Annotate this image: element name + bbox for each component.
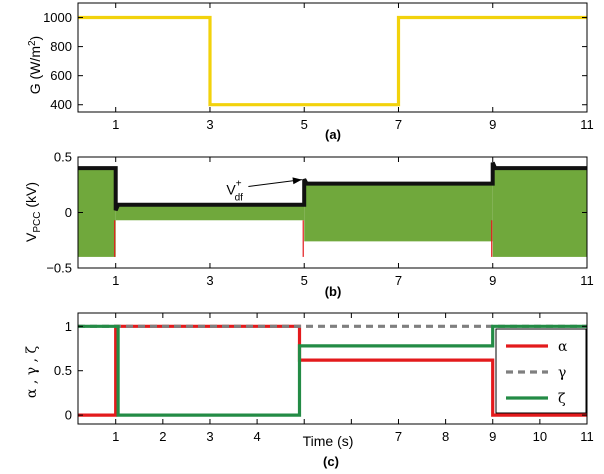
panel-c-legend: αγζ [495,328,587,414]
x-tick-label: 5 [301,273,308,288]
panel-c-series [78,324,587,417]
y-tick-label: 600 [50,68,72,83]
y-tick-label: 0.5 [54,363,72,378]
panel-c-ticks: 1 2 3 4 7 8 9 10 11 0 0.5 1 [54,313,594,444]
panel-b-ylabel: VPCC (kV) [23,182,43,242]
annotation-arrowhead [292,177,302,185]
x-tick-label: 2 [159,429,166,444]
y-tick-label: 800 [50,39,72,54]
x-tick-label: 7 [395,429,402,444]
y-tick-label: 400 [50,97,72,112]
x-tick-label: 7 [395,117,402,132]
series-line-trace-0 [78,15,587,107]
x-tick-label: 9 [489,117,496,132]
x-tick-label: 11 [580,273,594,288]
x-tick-label: 4 [253,429,260,444]
voltage-band-segment [492,168,587,257]
x-tick-label: 10 [533,429,547,444]
panel-b-series [78,161,587,212]
y-tick-label: 0 [65,408,72,423]
panel-c-ylabel: α , γ , ζ [24,346,40,399]
x-tick-label: 1 [112,429,119,444]
x-tick-label: 8 [442,429,449,444]
panel-a-axes-frame [77,2,588,113]
panel-c-axes-frame [77,312,588,425]
panel-b-annotation: V+ df [226,177,302,204]
panel-c-xlabel: Time (s) [303,433,354,449]
x-tick-label: 7 [395,273,402,288]
panel-b-ticks: 1 3 5 7 9 11 −0.5 0 0.5 [46,150,593,289]
x-tick-label: 3 [206,273,213,288]
y-tick-label: 1 [65,319,72,334]
legend-label: ζ [558,391,566,407]
annotation-label: V+ df [226,179,243,204]
x-tick-label: 11 [580,117,594,132]
panel-b-caption: (b) [325,284,342,299]
legend-label: α [558,339,568,355]
x-tick-label: 9 [489,429,496,444]
y-tick-label: 1000 [43,10,72,25]
y-tick-label: −0.5 [46,261,72,276]
x-tick-label: 3 [206,429,213,444]
y-tick-label: 0 [65,205,72,220]
series-line-α [78,324,587,417]
x-tick-label: 1 [112,117,119,132]
x-tick-label: 1 [112,273,119,288]
x-tick-label: 3 [206,117,213,132]
panel-a-ticks: 1 3 5 7 9 11 400 600 800 1000 [43,3,594,132]
x-tick-label: 5 [301,117,308,132]
y-tick-label: 0.5 [54,150,72,165]
panel-a-ylabel: G (W/m2) [27,36,43,94]
voltage-band-segment [115,204,305,221]
panel-b: 1 3 5 7 9 11 −0.5 0 0.5 VPCC (kV) V+ df (b) [23,150,594,300]
series-line-ζ [78,324,587,417]
panel-a-caption: (a) [325,127,341,142]
panel-a: 1 3 5 7 9 11 400 600 800 1000 G (W/m2) (a) [27,2,594,142]
voltage-band-segment [304,183,493,242]
panel-a-series [78,15,587,107]
legend-label: γ [558,365,566,381]
series-line-trace-0 [78,161,587,212]
panel-b-band [78,168,587,257]
x-tick-label: 9 [489,273,496,288]
panel-c-caption: (c) [323,454,339,469]
x-tick-label: 11 [580,429,594,444]
voltage-band-segment [78,168,116,257]
